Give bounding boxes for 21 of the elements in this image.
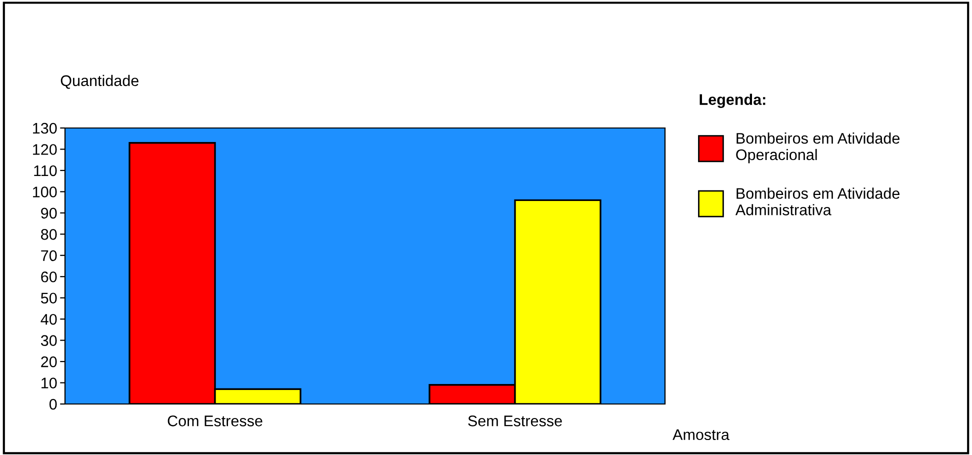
legend-title: Legenda: xyxy=(700,94,766,108)
y-tick-label: 20 xyxy=(41,356,57,368)
y-tick-label: 0 xyxy=(49,398,57,410)
y-tick-label: 80 xyxy=(41,229,57,240)
y-tick-label: 60 xyxy=(41,271,57,282)
y-tick-label: 90 xyxy=(41,208,57,219)
y-tick-label: 110 xyxy=(34,165,57,176)
x-axis-title: Amostra xyxy=(672,429,730,440)
legend-label: Bombeiros em Atividade Administrativa xyxy=(735,188,900,216)
y-tick-label: 100 xyxy=(33,186,57,198)
y-tick-label: 50 xyxy=(40,292,57,304)
x-tick-label: Sem Estresse xyxy=(468,416,562,426)
y-tick-label: 120 xyxy=(33,144,57,155)
y-tick-label: 130 xyxy=(33,122,57,134)
y-tick-label: 40 xyxy=(40,314,57,325)
x-tick-label: Com Estresse xyxy=(168,416,262,426)
y-tick-label: 70 xyxy=(41,250,57,262)
y-tick-label: 30 xyxy=(40,335,57,346)
legend-label: Bombeiros em Atividade Operacional xyxy=(736,132,900,164)
y-tick-label: 10 xyxy=(42,378,57,388)
y-axis-title: Quantidade xyxy=(60,74,138,89)
